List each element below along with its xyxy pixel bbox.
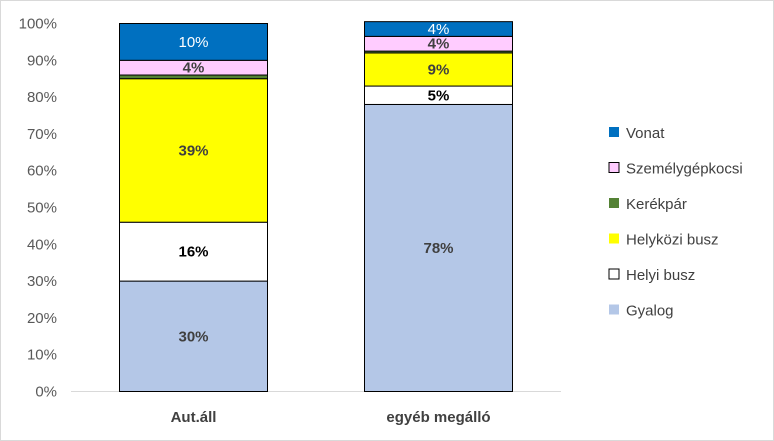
bar-segment [364, 52, 513, 87]
legend-swatch [609, 198, 619, 208]
bar-segment [364, 103, 513, 393]
y-tick-label: 20% [27, 310, 57, 327]
data-label: 78% [423, 240, 453, 257]
bar-segment [364, 21, 513, 37]
data-label: 16% [178, 244, 208, 261]
bar-segment [119, 78, 268, 223]
bars-layer [119, 21, 513, 393]
legend-swatch [608, 162, 620, 173]
legend-label: Vonat [626, 125, 665, 142]
data-label: 4% [428, 21, 450, 38]
x-category-label: Aut.áll [171, 409, 217, 426]
bar-segment [119, 221, 268, 282]
data-label: 10% [178, 34, 208, 51]
data-label: 4% [183, 60, 205, 77]
y-tick-label: 10% [27, 347, 57, 364]
legend-label: Gyalog [626, 303, 674, 320]
legend-label: Helyi busz [626, 267, 695, 284]
bar-segment [119, 280, 268, 393]
legend: Vonat Személygépkocsi Kerékpár Helyközi bus… [608, 125, 743, 320]
axis-layer: 0% 10% 20% 30% 40% 50% 60% 70% 80% 90% 100% Aut.áll… [19, 16, 561, 426]
y-tick-label: 60% [27, 163, 57, 180]
data-label: 4% [428, 36, 450, 53]
data-label: 5% [428, 87, 450, 104]
y-tick-label: 50% [27, 200, 57, 217]
data-label: 9% [428, 62, 450, 79]
legend-swatch [609, 304, 619, 315]
legend-label: Kerékpár [626, 196, 687, 213]
y-tick-label: 40% [27, 236, 57, 253]
y-tick-label: 80% [27, 89, 57, 106]
bar-segment [119, 23, 268, 61]
y-tick-label: 100% [19, 16, 57, 33]
y-tick-label: 70% [27, 126, 57, 143]
legend-label: Személygépkocsi [626, 161, 743, 178]
legend-swatch [609, 127, 619, 137]
y-tick-label: 0% [35, 384, 57, 401]
data-labels-layer: 30%16%39%4%10%78%5%9%4%4% [178, 21, 453, 345]
data-label: 39% [178, 142, 208, 159]
y-tick-label: 30% [27, 273, 57, 290]
y-tick-label: 90% [27, 52, 57, 69]
legend-swatch [609, 233, 619, 244]
legend-swatch [608, 268, 620, 280]
x-category-label: egyéb megálló [386, 409, 490, 426]
legend-label: Helyközi busz [626, 232, 719, 249]
data-label: 30% [178, 328, 208, 345]
